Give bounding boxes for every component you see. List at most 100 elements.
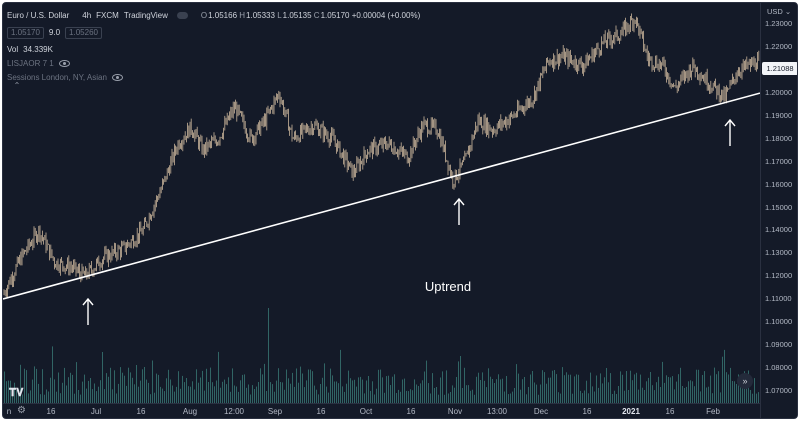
volume-bar — [462, 388, 463, 403]
scroll-right-icon[interactable]: » — [737, 373, 753, 389]
time-tick-label: Jul — [90, 407, 102, 416]
volume-bar — [52, 346, 53, 403]
volume-bar — [702, 375, 703, 403]
sell-button[interactable]: 1.05170 — [7, 26, 44, 39]
volume-bar — [238, 391, 239, 403]
volume-bar — [626, 371, 627, 403]
volume-bar — [304, 387, 305, 403]
volume-bar — [200, 377, 201, 403]
gear-icon[interactable]: ⚙ — [17, 405, 26, 416]
volume-bar — [248, 384, 249, 403]
spread-value: 9.0 — [48, 28, 61, 37]
tradingview-logo-icon[interactable]: 𝐓𝐕 — [9, 387, 24, 399]
volume-bar — [592, 386, 593, 403]
price-tick-label: 1.16000 — [765, 179, 793, 189]
volume-bar — [622, 374, 623, 403]
volume-bar — [22, 394, 23, 403]
volume-bar — [372, 381, 373, 403]
visibility-toggle-icon[interactable] — [176, 12, 188, 19]
time-tick-label: 13:00 — [486, 407, 508, 416]
volume-bar — [62, 382, 63, 403]
volume-bar — [496, 379, 497, 403]
symbol-name[interactable]: Euro / U.S. Dollar — [7, 11, 70, 20]
volume-bar — [716, 374, 717, 403]
price-tick-label: 1.23000 — [765, 19, 793, 29]
volume-bar — [642, 387, 643, 403]
volume-bar — [310, 369, 311, 403]
volume-bar — [178, 371, 179, 403]
volume-bar — [82, 381, 83, 403]
volume-bar — [556, 374, 557, 403]
eye-icon[interactable] — [111, 74, 123, 81]
volume-bar — [700, 391, 701, 403]
axis-currency[interactable]: USD ⌄ — [767, 7, 792, 16]
volume-bar — [138, 386, 139, 403]
volume-bar — [234, 385, 235, 403]
price-tick-label: 1.12000 — [765, 271, 793, 281]
volume-bar — [194, 389, 195, 403]
volume-bar — [364, 393, 365, 403]
volume-bar — [598, 387, 599, 403]
source-label: TradingView — [123, 11, 168, 20]
volume-bar — [588, 393, 589, 403]
volume-bar — [758, 392, 759, 403]
chevron-up-icon[interactable]: ⌃ — [13, 81, 21, 90]
volume-bar — [360, 376, 361, 403]
volume-bar — [246, 387, 247, 403]
volume-bars — [4, 308, 759, 403]
volume-bar — [390, 385, 391, 403]
time-axis[interactable]: n 16 Jul 16 Aug 12:00 Sep 16 Oct 16 Nov 13:00 Dec 16 2… — [3, 403, 760, 418]
volume-bar — [614, 390, 615, 403]
volume-bar — [636, 372, 637, 403]
price-tick-label: 1.20000 — [765, 88, 793, 98]
volume-bar — [544, 372, 545, 403]
buy-button[interactable]: 1.05260 — [65, 26, 102, 39]
volume-bar — [414, 379, 415, 403]
volume-bar — [528, 387, 529, 403]
volume-bar — [684, 388, 685, 403]
volume-bar — [60, 393, 61, 403]
volume-bar — [484, 380, 485, 403]
volume-bar — [302, 373, 303, 403]
volume-bar — [506, 376, 507, 403]
volume-bar — [106, 373, 107, 403]
volume-bar — [286, 369, 287, 403]
volume-bar — [560, 393, 561, 403]
volume-bar — [470, 390, 471, 403]
volume-bar — [548, 377, 549, 403]
volume-bar — [316, 389, 317, 403]
volume-bar — [696, 369, 697, 403]
indicator-label[interactable]: LISJAOR 7 1 — [7, 59, 54, 68]
volume-bar — [344, 391, 345, 403]
volume-bar — [274, 391, 275, 403]
volume-bar — [190, 386, 191, 403]
volume-bar — [662, 361, 663, 403]
volume-bar — [734, 381, 735, 403]
time-tick-label: 2021 — [622, 407, 640, 416]
interval-label[interactable]: 4h — [82, 11, 92, 20]
price-plot[interactable]: Uptrend — [3, 3, 760, 403]
price-axis[interactable]: USD ⌄ 1.230001.220001.210001.200001.1900… — [760, 3, 797, 418]
volume-bar — [300, 366, 301, 403]
volume-bar — [244, 374, 245, 403]
volume-bar — [184, 382, 185, 403]
volume-bar — [464, 367, 465, 403]
volume-bar — [280, 382, 281, 403]
volume-bar — [490, 376, 491, 403]
volume-bar — [130, 372, 131, 403]
volume-bar — [166, 378, 167, 403]
volume-bar — [488, 368, 489, 403]
sessions-label[interactable]: Sessions London, NY, Asian — [7, 73, 107, 82]
volume-bar — [154, 392, 155, 403]
volume-bar — [72, 374, 73, 403]
volume-bar — [682, 386, 683, 403]
volume-bar — [180, 388, 181, 403]
volume-bar — [708, 386, 709, 403]
volume-bar — [674, 389, 675, 403]
volume-bar — [258, 382, 259, 403]
volume-bar — [438, 394, 439, 403]
time-tick-label: Feb — [706, 407, 720, 416]
eye-icon[interactable] — [58, 60, 70, 67]
trend-line[interactable] — [3, 92, 760, 300]
volume-bar — [508, 394, 509, 403]
